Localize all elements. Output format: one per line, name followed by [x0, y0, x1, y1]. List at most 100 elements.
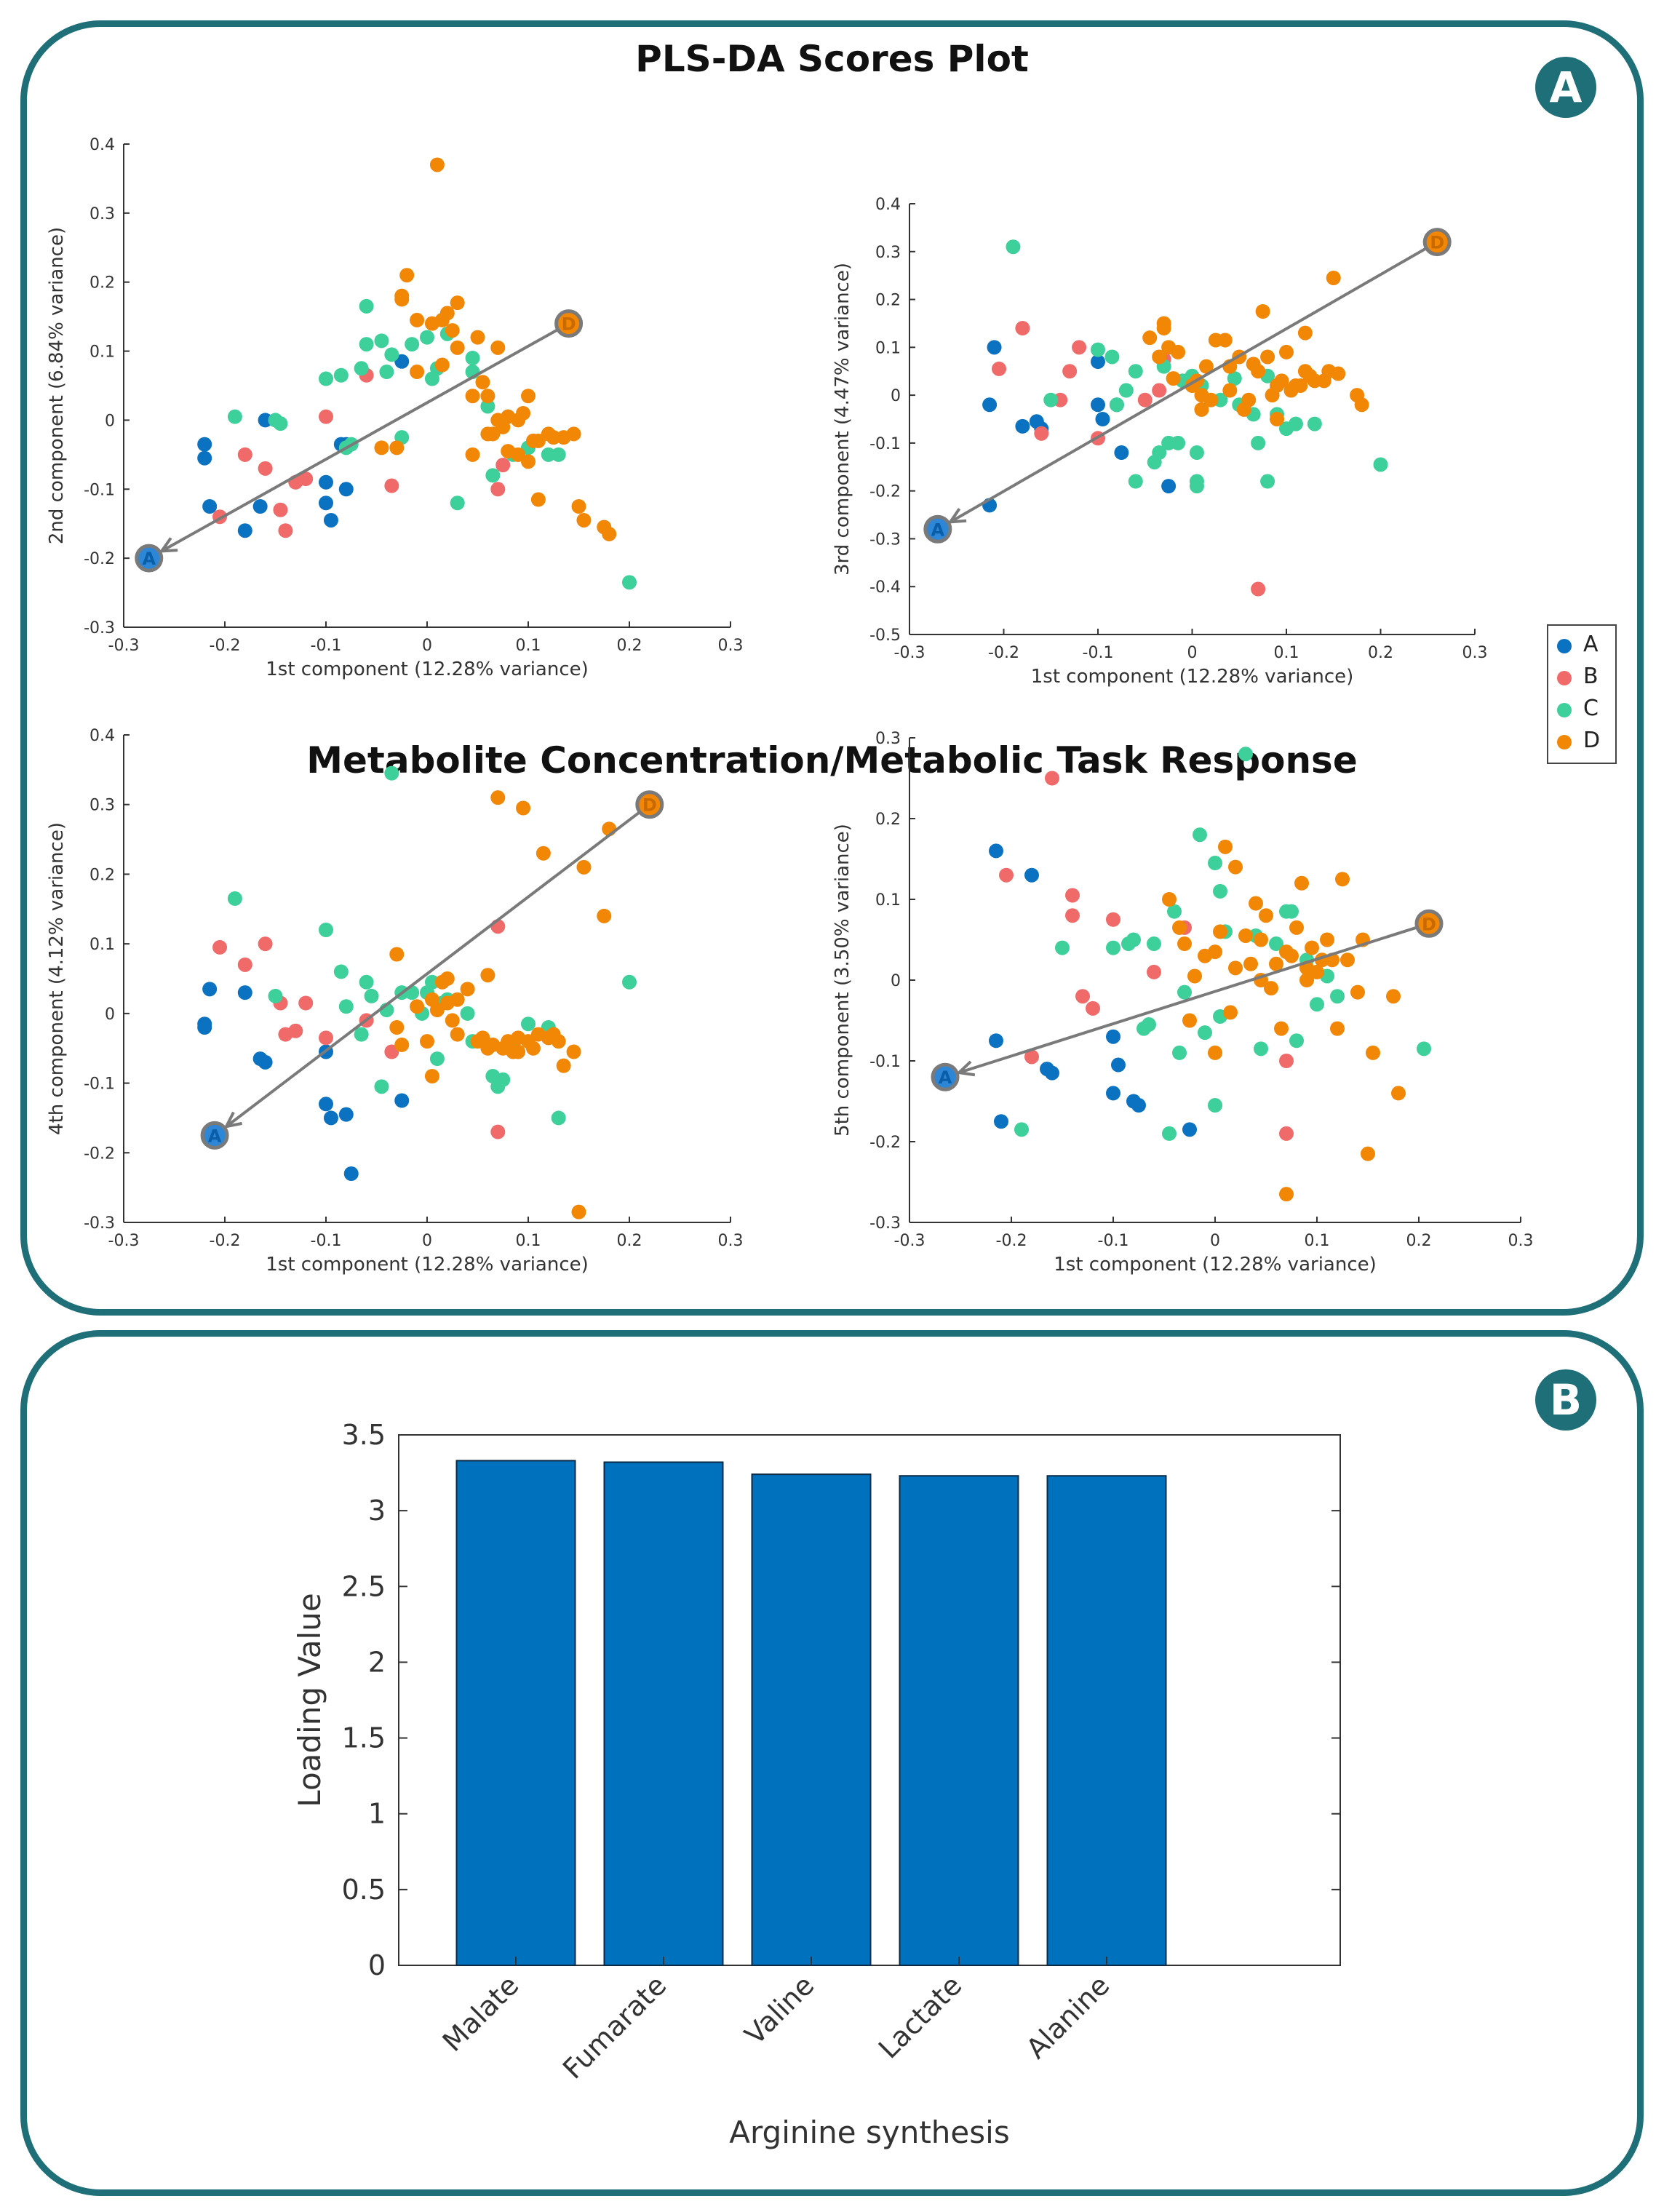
point-b	[992, 361, 1007, 376]
legend-label-d: D	[1583, 728, 1601, 753]
point-c	[1118, 383, 1134, 398]
point-c	[424, 974, 439, 990]
x-tick-label: Fumarate	[557, 1969, 672, 2085]
point-c	[1152, 445, 1167, 461]
legend-dot-a	[1557, 639, 1572, 653]
point-b	[1065, 908, 1080, 923]
point-c	[622, 974, 637, 990]
y-tick-label: 0.2	[89, 274, 115, 293]
point-d	[1391, 1086, 1406, 1101]
legend: A B C D	[1547, 624, 1617, 764]
point-d	[1152, 349, 1167, 365]
point-b	[1065, 888, 1080, 903]
point-d	[1366, 1045, 1380, 1060]
point-a	[197, 437, 212, 452]
point-d	[439, 306, 455, 321]
point-b	[1086, 1000, 1100, 1016]
point-d	[439, 971, 455, 986]
y-tick-label: 0	[368, 1949, 386, 1981]
x-tick-label: 0.3	[718, 1232, 744, 1250]
point-d	[1162, 892, 1177, 907]
point-d	[521, 454, 536, 469]
x-tick-label: 0.1	[1305, 1232, 1330, 1250]
point-d	[521, 389, 536, 404]
point-b	[258, 461, 273, 476]
x-tick-label: -0.1	[1083, 644, 1114, 662]
legend-dot-c	[1557, 703, 1572, 717]
point-c	[1106, 940, 1120, 955]
legend-item-a: A	[1557, 630, 1615, 659]
point-d	[374, 440, 389, 455]
point-d	[450, 340, 465, 355]
point-d	[389, 1020, 405, 1035]
point-d	[470, 330, 485, 345]
y-tick-label: 0.4	[89, 727, 115, 745]
point-c	[420, 330, 434, 345]
point-d	[480, 389, 495, 404]
arrow-end-marker-a	[923, 514, 952, 544]
panel-b-badge: B	[1535, 1369, 1596, 1431]
point-b	[273, 502, 288, 517]
x-tick-label: 0.3	[1462, 644, 1488, 662]
arrow-end-label-d: D	[642, 795, 657, 816]
direction-arrow-head	[955, 1060, 976, 1077]
point-d	[1305, 940, 1319, 955]
point-d	[1228, 859, 1243, 875]
point-b	[212, 939, 228, 955]
point-d	[571, 499, 586, 514]
point-d	[1208, 1045, 1222, 1060]
x-axis-label: 1st component (12.28% variance)	[266, 659, 589, 680]
point-d	[1194, 402, 1209, 417]
point-d	[511, 1044, 526, 1059]
bar-chart: 0 0.5 1 1.5 2 2.5 3 3.5 Malate Fumarate Valine Lact…	[292, 1419, 1341, 2150]
point-b	[319, 409, 333, 424]
point-d	[1310, 964, 1324, 979]
point-b	[1251, 581, 1266, 597]
panel-a-title: PLS-DA Scores Plot	[635, 38, 1029, 80]
point-c	[364, 988, 379, 1003]
point-d	[1251, 364, 1266, 379]
point-b	[1045, 771, 1059, 786]
point-c	[465, 351, 480, 366]
point-d	[1171, 344, 1186, 359]
y-axis-label: 2nd component (6.84% variance)	[46, 227, 68, 544]
x-axis-label: Arginine synthesis	[729, 2114, 1009, 2150]
point-c	[405, 337, 420, 352]
point-c	[1251, 435, 1266, 450]
point-d	[576, 512, 592, 528]
panel-b-title: Metabolite Concentration/Metabolic Task …	[306, 739, 1358, 781]
point-d	[1259, 908, 1273, 923]
point-b	[288, 1023, 303, 1038]
point-b	[1147, 964, 1161, 979]
point-d	[1228, 960, 1243, 976]
y-tick-label: 0.2	[89, 866, 115, 884]
point-d	[1330, 1021, 1345, 1036]
y-tick-label: -0.3	[869, 1214, 901, 1233]
arrow-end-marker-d	[1422, 228, 1452, 257]
y-tick-label: 0	[105, 412, 115, 430]
point-d	[1269, 956, 1283, 971]
bar-malate	[455, 1460, 576, 1966]
y-axis-label: Loading Value	[292, 1593, 327, 1807]
point-d	[597, 908, 612, 923]
point-d	[424, 992, 439, 1007]
arrow-end-label-d: D	[562, 314, 576, 335]
point-c	[485, 468, 501, 483]
point-a	[237, 985, 252, 1000]
point-c	[1091, 342, 1105, 357]
point-b	[999, 867, 1014, 883]
point-d	[516, 405, 531, 421]
scatter-plot-3: -0.3 -0.2 -0.1 0 0.1 0.2 0.3 -0.3 -0.2 -0.1 0 0.1 0.…	[46, 727, 744, 1276]
point-d	[1326, 270, 1341, 285]
x-tick-label: 0.3	[1508, 1232, 1534, 1250]
legend-label-a: A	[1583, 632, 1599, 657]
y-axis-label: 4th component (4.12% variance)	[46, 822, 68, 1135]
legend-dot-b	[1557, 671, 1572, 685]
y-tick-label: -0.5	[869, 626, 901, 645]
arrow-end-label-a: A	[931, 520, 945, 540]
arrow-end-label-a: A	[142, 549, 156, 569]
point-c	[541, 447, 556, 462]
point-d	[475, 375, 490, 390]
scatter-plot-1: -0.3 -0.2 -0.1 0 0.1 0.2 0.3 -0.3 -0.2 -0.1 0 0.1 0.…	[46, 136, 744, 680]
point-d	[1270, 412, 1285, 426]
